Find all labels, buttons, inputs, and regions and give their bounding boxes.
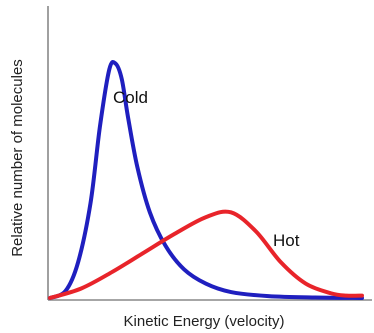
y-axis-label: Relative number of molecules	[9, 59, 26, 257]
x-axis-label: Kinetic Energy (velocity)	[124, 313, 285, 330]
series-line-cold	[48, 59, 364, 300]
series-layer	[48, 59, 364, 300]
series-line-hot	[48, 209, 364, 300]
series-label-cold: Cold	[113, 88, 148, 107]
series-label-hot: Hot	[273, 231, 300, 250]
